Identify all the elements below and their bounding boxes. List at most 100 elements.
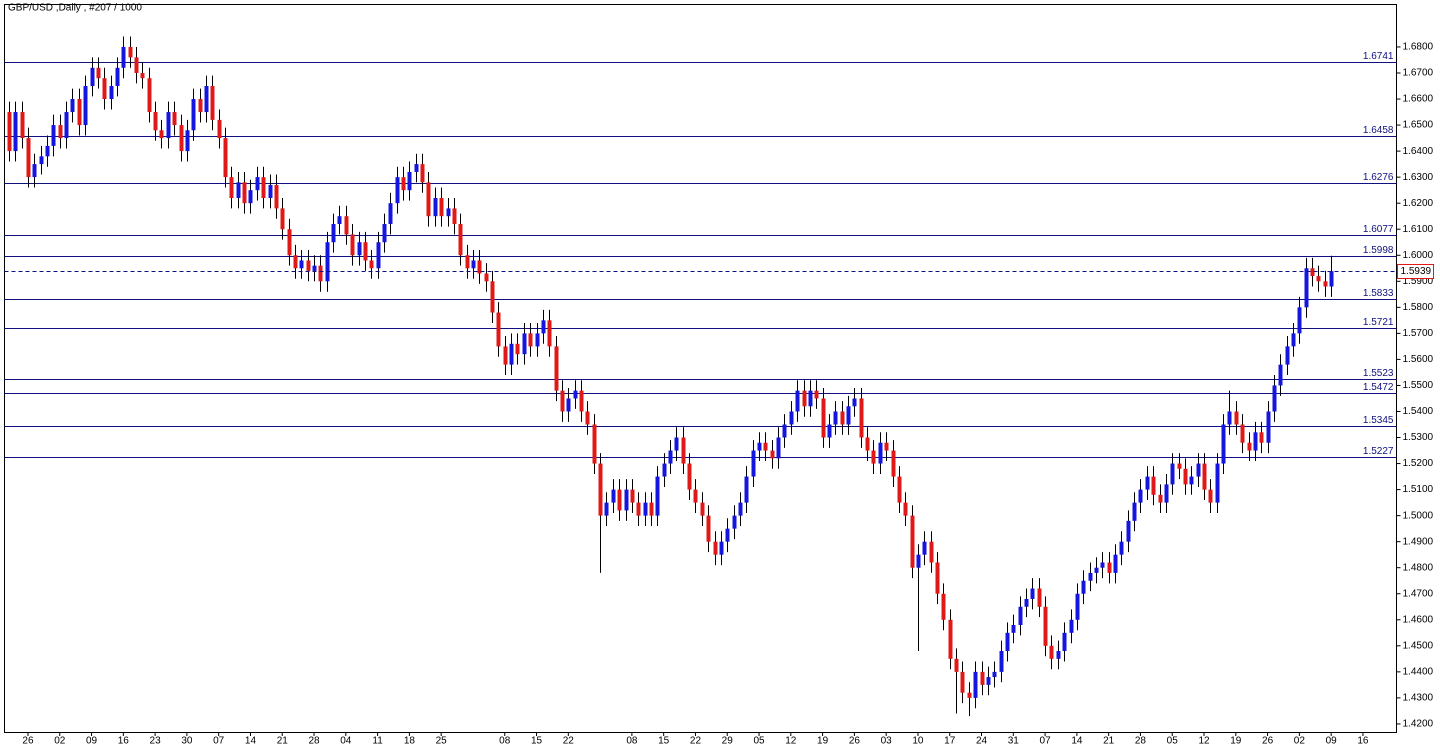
candle-body <box>1266 411 1271 443</box>
candle-body <box>871 450 876 464</box>
candle-body <box>414 164 419 172</box>
x-tick-label: 21 <box>277 736 289 747</box>
candle-body <box>484 273 489 282</box>
level-label: 1.5721 <box>1363 317 1394 328</box>
x-tick-label: 12 <box>785 736 797 747</box>
candle-body <box>45 145 50 157</box>
candle-body <box>795 390 800 412</box>
candle-body <box>744 476 749 503</box>
x-tick-label: 26 <box>22 736 34 747</box>
candle-body <box>1278 364 1283 386</box>
y-tick-label: 1.6100 <box>1403 224 1434 235</box>
candle-body <box>1158 494 1163 503</box>
y-tick-label: 1.4200 <box>1403 719 1434 730</box>
candle-body <box>891 450 896 477</box>
x-tick-label: 22 <box>563 736 575 747</box>
candle-body <box>624 489 629 511</box>
candle-body <box>1069 619 1074 633</box>
candle-body <box>109 86 114 100</box>
candle-body <box>1100 562 1105 568</box>
candle-body <box>318 265 323 282</box>
candle-body <box>566 398 571 412</box>
candle-body <box>465 255 470 269</box>
x-tick-label: 14 <box>1071 736 1083 747</box>
candle-body <box>1272 385 1277 412</box>
candle-body <box>528 333 533 347</box>
candle-body <box>1145 476 1150 490</box>
x-tick-label: 14 <box>245 736 257 747</box>
candle-body <box>992 671 997 678</box>
candle-body <box>388 203 393 225</box>
candle-body <box>210 86 215 120</box>
candle-body <box>1189 476 1194 485</box>
candle-body <box>261 177 266 198</box>
candle-body <box>229 177 234 198</box>
candle-body <box>738 502 743 516</box>
candle-body <box>128 46 133 58</box>
candle-body <box>1107 562 1112 573</box>
candle-body <box>941 593 946 620</box>
candle-body <box>687 463 692 490</box>
candle-body <box>32 164 37 178</box>
x-tick-label: 04 <box>340 736 352 747</box>
candle-body <box>20 112 25 139</box>
candle-body <box>604 502 609 516</box>
candle-body <box>821 398 826 438</box>
y-tick-label: 1.6700 <box>1403 68 1434 79</box>
x-tick-label: 26 <box>849 736 861 747</box>
candle-body <box>1011 624 1016 633</box>
candle-body <box>268 184 273 198</box>
candle-body <box>1177 463 1182 469</box>
y-tick-label: 1.5300 <box>1403 432 1434 443</box>
candle-body <box>897 476 902 503</box>
y-tick-label: 1.6200 <box>1403 198 1434 209</box>
candle-body <box>217 119 222 139</box>
candle-body <box>617 489 622 511</box>
candle-body <box>407 171 412 191</box>
candle-body <box>1138 489 1143 503</box>
x-tick-label: 21 <box>1103 736 1115 747</box>
level-label: 1.6077 <box>1363 224 1394 235</box>
candle-body <box>287 229 292 256</box>
candle-body <box>198 99 203 113</box>
plot-frame <box>4 4 1397 733</box>
candle-body <box>611 489 616 503</box>
candle-body <box>1323 281 1328 287</box>
candle-body <box>535 333 540 347</box>
candle-body <box>1094 567 1099 573</box>
level-label: 1.5998 <box>1363 245 1394 256</box>
candle-body <box>967 692 972 698</box>
candle-body <box>490 281 495 313</box>
candle-body <box>363 242 368 261</box>
candle-body <box>458 224 463 256</box>
level-label: 1.6458 <box>1363 125 1394 136</box>
candle-body <box>51 125 56 146</box>
candle-body <box>344 216 349 235</box>
candle-body <box>1018 606 1023 625</box>
y-tick-label: 1.5000 <box>1403 510 1434 521</box>
candle-body <box>541 320 546 334</box>
candle-body <box>579 390 584 412</box>
candle-body <box>1215 463 1220 503</box>
candle-body <box>713 541 718 555</box>
candle-body <box>337 216 342 225</box>
candle-body <box>884 442 889 451</box>
candle-body <box>1208 489 1213 503</box>
candle-body <box>1024 598 1029 607</box>
candle-body <box>808 390 813 407</box>
candle-body <box>630 489 635 503</box>
candle-body <box>471 260 476 269</box>
y-tick-label: 1.4400 <box>1403 666 1434 677</box>
x-tick-label: 17 <box>944 736 956 747</box>
y-tick-label: 1.4700 <box>1403 588 1434 599</box>
candle-body <box>242 182 247 204</box>
candle-body <box>1221 424 1226 464</box>
candle-body <box>662 463 667 477</box>
candle-body <box>325 242 330 282</box>
level-label: 1.5345 <box>1363 415 1394 426</box>
candle-body <box>503 346 508 365</box>
candle-body <box>725 528 730 542</box>
candle-body <box>446 208 451 217</box>
candle-body <box>39 156 44 165</box>
